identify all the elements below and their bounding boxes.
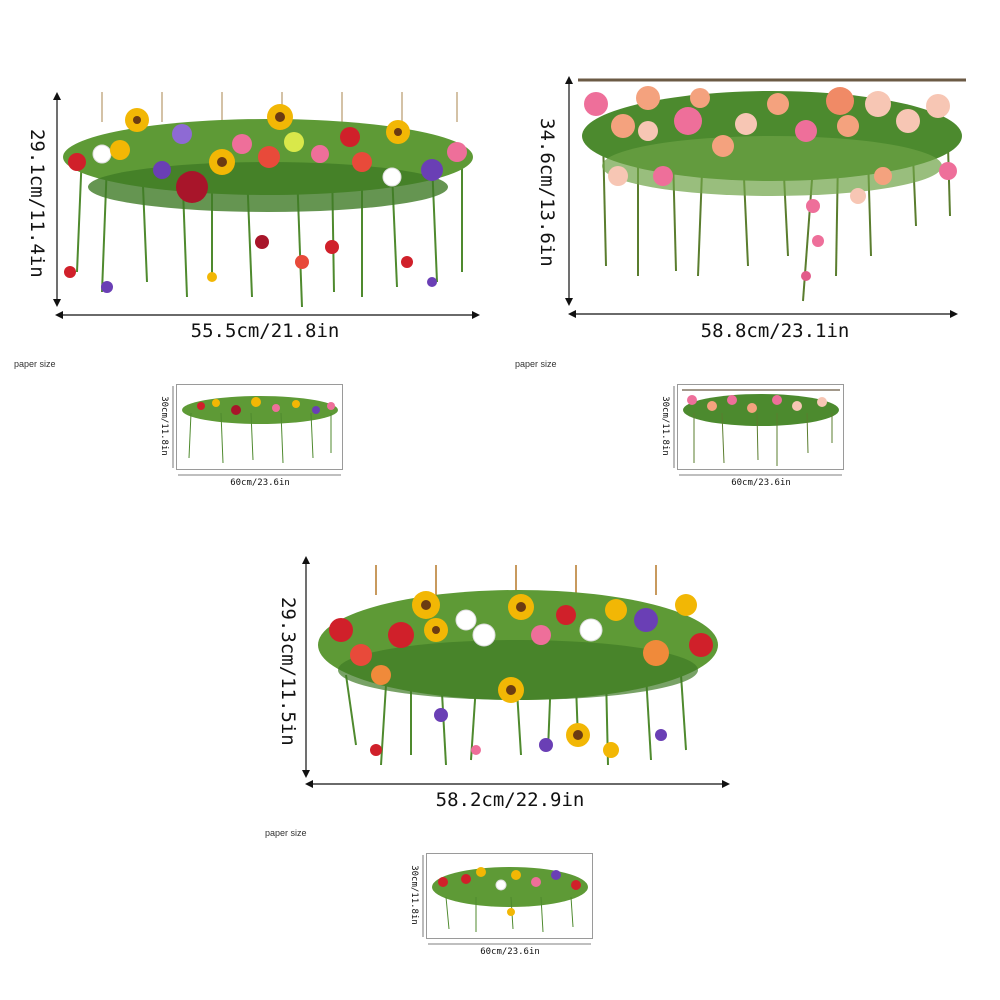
thumbnail-artwork-1 — [182, 396, 338, 464]
flower-artwork-1 — [63, 92, 473, 308]
thumb-width-label-1: 60cm/23.6in — [230, 478, 290, 488]
paper-size-label-1: paper size — [14, 359, 56, 369]
width-label-2: 58.8cm/23.1in — [700, 320, 850, 342]
thumb-width-arrow-3 — [428, 943, 591, 945]
thumb-width-label-2: 60cm/23.6in — [731, 478, 791, 488]
height-arrow-3 — [302, 556, 310, 778]
width-arrow-2 — [568, 310, 958, 318]
height-arrow-1 — [53, 92, 61, 307]
height-arrow-2 — [565, 76, 573, 306]
thumb-width-arrow-2 — [679, 474, 842, 476]
thumb-height-arrow-2 — [673, 386, 675, 468]
thumb-height-label-1: 30cm/11.8in — [159, 396, 169, 456]
height-label-1: 29.1cm/11.4in — [26, 129, 48, 278]
height-label-2: 34.6cm/13.6in — [536, 118, 558, 267]
thumb-width-arrow-1 — [178, 474, 341, 476]
thumb-height-arrow-3 — [422, 855, 424, 937]
width-arrow-3 — [305, 780, 730, 788]
paper-size-label-2: paper size — [515, 359, 557, 369]
paper-size-label-3: paper size — [265, 828, 307, 838]
width-label-1: 55.5cm/21.8in — [190, 320, 340, 342]
thumbnail-artwork-2 — [682, 389, 840, 466]
thumb-height-label-3: 30cm/11.8in — [409, 865, 419, 925]
paper-thumbnail-1 — [176, 384, 343, 470]
paper-thumbnail-2 — [677, 384, 844, 470]
width-arrow-1 — [55, 311, 480, 319]
thumb-height-label-2: 30cm/11.8in — [660, 396, 670, 456]
thumbnail-artwork-3 — [432, 867, 588, 933]
flower-artwork-2 — [578, 78, 966, 302]
height-label-3: 29.3cm/11.5in — [277, 597, 299, 746]
paper-thumbnail-3 — [426, 853, 593, 939]
width-label-3: 58.2cm/22.9in — [435, 789, 585, 811]
thumb-width-label-3: 60cm/23.6in — [480, 947, 540, 957]
thumb-height-arrow-1 — [172, 386, 174, 468]
flower-artwork-3 — [318, 565, 718, 766]
